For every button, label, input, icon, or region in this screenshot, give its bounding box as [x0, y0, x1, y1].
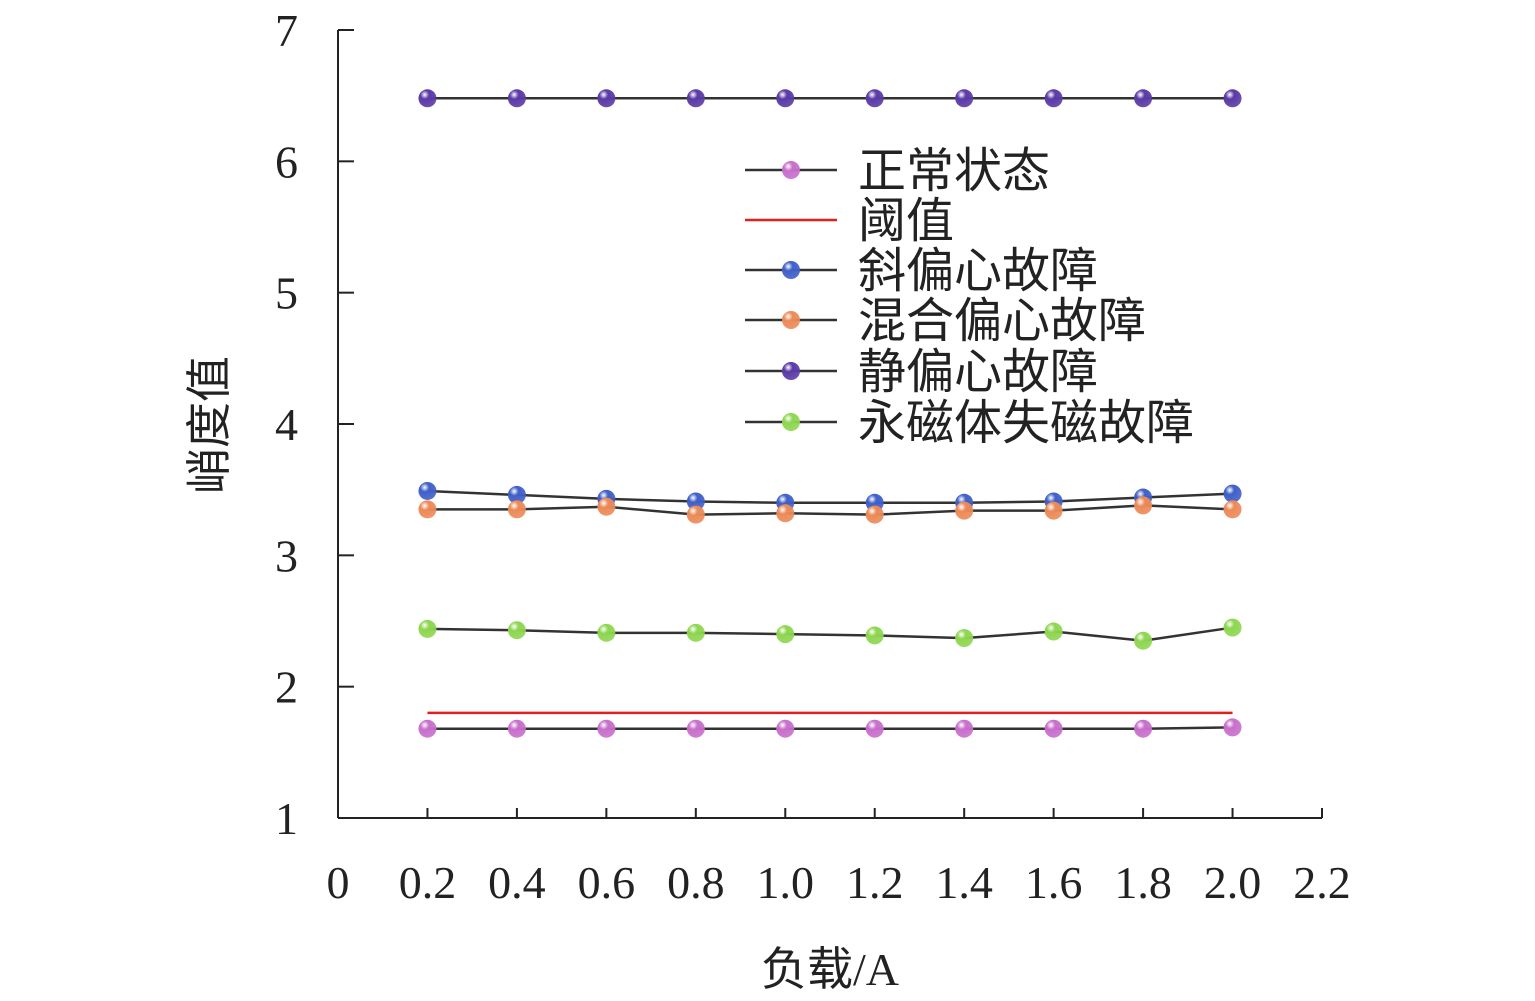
data-point [686, 89, 705, 108]
y-tick-label: 1 [275, 793, 298, 844]
legend-item: 斜偏心故障 [745, 245, 1098, 298]
data-point [1044, 501, 1063, 520]
series-line [427, 489, 1233, 505]
data-point [1134, 719, 1153, 738]
data-point [507, 89, 526, 108]
data-point [418, 89, 437, 108]
data-point [597, 497, 616, 516]
data-point [418, 719, 437, 738]
x-tick-label: 0.8 [667, 857, 725, 908]
y-tick-label: 4 [275, 399, 298, 450]
legend-item: 静偏心故障 [745, 346, 1098, 399]
legend-item: 永磁体失磁故障 [745, 397, 1194, 450]
data-point [597, 89, 616, 108]
series-line [427, 726, 1233, 730]
data-point [686, 492, 705, 511]
data-point [1134, 631, 1153, 650]
series-line [427, 504, 1233, 516]
legend-item: 正常状态 [745, 145, 1050, 198]
data-point [686, 623, 705, 642]
data-point [955, 501, 974, 520]
legend-marker [782, 161, 800, 179]
data-point [776, 89, 795, 108]
y-tick-label: 2 [275, 662, 298, 713]
legend-item: 阈值 [745, 195, 954, 248]
legend-label: 永磁体失磁故障 [858, 397, 1194, 450]
legend-label: 混合偏心故障 [858, 295, 1146, 348]
data-point [507, 500, 526, 519]
legend-label: 静偏心故障 [858, 346, 1098, 399]
data-point [865, 89, 884, 108]
legend-label: 正常状态 [858, 145, 1050, 198]
data-point [776, 504, 795, 523]
x-tick-label: 2.2 [1293, 857, 1351, 908]
legend-label: 斜偏心故障 [858, 245, 1098, 298]
data-point [1044, 622, 1063, 641]
data-point [1223, 89, 1242, 108]
y-tick-label: 5 [275, 268, 298, 319]
data-point [507, 719, 526, 738]
legend-marker [782, 261, 800, 279]
series-line [427, 626, 1233, 642]
data-point [1134, 89, 1153, 108]
series-4 [418, 89, 1242, 108]
x-tick-label: 1.8 [1114, 857, 1172, 908]
y-tick-label: 3 [275, 530, 298, 581]
data-point [955, 629, 974, 648]
series-3 [418, 496, 1242, 524]
series-5 [418, 618, 1242, 650]
data-point [865, 505, 884, 524]
x-axis-label: 负载/A [761, 944, 899, 995]
x-tick-label: 0.4 [488, 857, 546, 908]
data-point [1044, 719, 1063, 738]
data-point [686, 505, 705, 524]
x-tick-label: 1.4 [935, 857, 993, 908]
x-tick-label: 2.0 [1204, 857, 1262, 908]
series-0 [418, 718, 1242, 738]
data-point [686, 719, 705, 738]
legend-marker [782, 311, 800, 329]
data-point [865, 719, 884, 738]
data-point [1223, 484, 1242, 503]
data-point [418, 500, 437, 519]
data-point [1223, 618, 1242, 637]
data-point [597, 623, 616, 642]
x-tick-label: 1.6 [1025, 857, 1083, 908]
y-tick-label: 7 [275, 5, 298, 56]
data-point [955, 89, 974, 108]
data-point [955, 719, 974, 738]
x-tick-label: 0.2 [399, 857, 457, 908]
x-tick-label: 1.0 [757, 857, 815, 908]
data-point [1044, 89, 1063, 108]
data-point [1223, 718, 1242, 737]
y-axis-label: 峭度值 [184, 356, 235, 494]
data-point [1223, 500, 1242, 519]
data-point [776, 719, 795, 738]
data-point [865, 626, 884, 645]
y-tick-label: 6 [275, 136, 298, 187]
x-tick-label: 1.2 [846, 857, 904, 908]
data-point [597, 719, 616, 738]
legend-item: 混合偏心故障 [745, 295, 1146, 348]
data-point [418, 481, 437, 500]
x-tick-label: 0 [327, 857, 350, 908]
data-point [507, 621, 526, 640]
data-point [776, 625, 795, 644]
series-lines [418, 89, 1242, 738]
axes: 0 0.2 0.4 0.6 0.8 1.0 1.2 1.4 1.6 1.8 2.0 2.2 1 2 3 4 5 6… [275, 5, 1351, 908]
legend-label: 阈值 [858, 195, 954, 248]
legend-marker [782, 362, 800, 380]
data-point [418, 619, 437, 638]
legend-marker [782, 413, 800, 431]
data-point [507, 485, 526, 504]
data-point [1134, 496, 1153, 515]
x-tick-label: 0.6 [578, 857, 636, 908]
